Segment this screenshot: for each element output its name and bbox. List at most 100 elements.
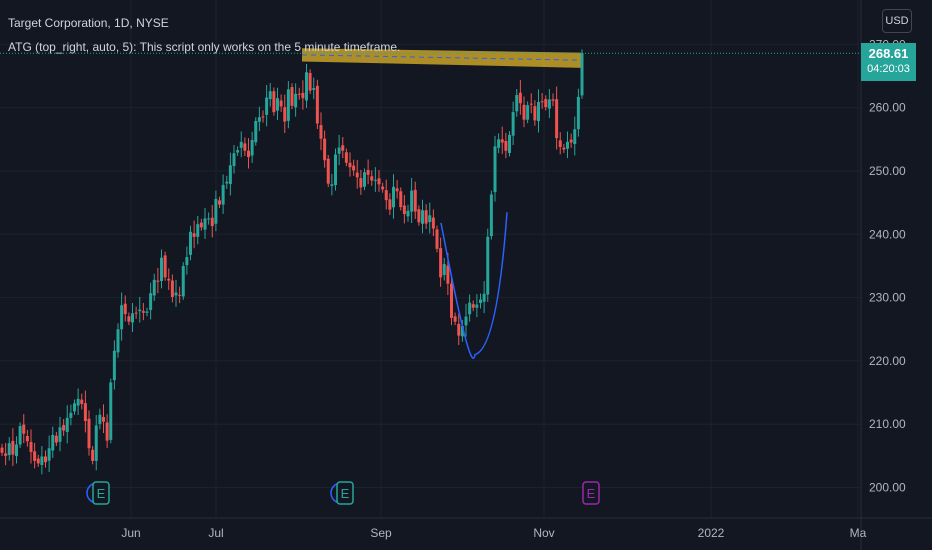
candle-body (384, 190, 388, 201)
candle-body (413, 189, 417, 212)
candle-body (214, 198, 218, 224)
price-tick-label: 230.00 (869, 291, 906, 305)
candle-body (475, 304, 479, 308)
candle-body (576, 96, 580, 130)
candle (98, 408, 102, 430)
candle (286, 81, 290, 129)
candle-body (279, 100, 283, 107)
candle-body (290, 87, 294, 106)
earnings-marker[interactable]: E (86, 481, 110, 505)
candle-body (65, 417, 69, 433)
time-tick-label: Ma (850, 526, 867, 540)
candle-body (51, 434, 55, 451)
candle (210, 205, 214, 238)
earnings-marker-label: E (97, 486, 106, 501)
candle-body (185, 257, 189, 266)
candle-body (286, 89, 290, 121)
candle (402, 195, 406, 224)
time-axis[interactable]: Jun Jul Sep Nov 2022 Ma (0, 517, 932, 540)
indicator-note[interactable]: ATG (top_right, auto, 5): This script on… (8, 40, 401, 54)
symbol-title[interactable]: Target Corporation, 1D, NYSE (8, 16, 169, 30)
candle (479, 293, 482, 309)
candle (83, 390, 87, 433)
candle (47, 435, 51, 473)
candle (533, 100, 537, 126)
candle (301, 80, 305, 110)
candle (529, 93, 533, 114)
candle-body (254, 120, 258, 143)
candle (381, 182, 385, 193)
earnings-marker[interactable]: E (330, 481, 354, 505)
candle-body (334, 154, 337, 186)
candle-body (232, 153, 236, 167)
candle (395, 180, 399, 199)
candle (576, 88, 580, 137)
earnings-marker[interactable]: E (582, 481, 600, 505)
candle (388, 193, 392, 216)
candle (421, 199, 424, 234)
candle-body (442, 264, 446, 276)
candle (141, 302, 145, 321)
candle-body (123, 303, 127, 315)
candle-body (210, 217, 214, 227)
candle-body (457, 323, 461, 336)
candle (468, 294, 472, 322)
candle (91, 445, 95, 465)
candle-body (47, 448, 51, 461)
candle-body (170, 280, 174, 297)
candle-body (511, 112, 515, 136)
candle-body (471, 304, 475, 308)
candle-body (301, 92, 305, 99)
candle (305, 64, 308, 108)
candle-body (174, 292, 178, 296)
candle-body (533, 106, 537, 121)
time-tick-label: Sep (370, 526, 392, 540)
candle-body (189, 231, 192, 255)
candle (500, 126, 504, 154)
candle (127, 312, 131, 326)
candle-body (464, 316, 468, 326)
candle (475, 294, 479, 318)
candle-body (69, 412, 73, 418)
candle-body (468, 302, 472, 315)
candle-body (500, 139, 504, 143)
candle (40, 446, 44, 475)
candle-body (236, 150, 240, 153)
candlestick-series[interactable] (0, 49, 584, 475)
currency-button[interactable]: USD (882, 9, 912, 33)
candle (464, 303, 468, 337)
candle-body (373, 179, 377, 181)
candle (0, 443, 4, 457)
candle (134, 306, 138, 319)
candle (410, 177, 414, 224)
candle (58, 416, 62, 452)
candle-body (163, 255, 167, 278)
candle-body (308, 73, 312, 91)
candle-body (381, 186, 385, 190)
candle-body (178, 294, 182, 296)
candle (290, 83, 294, 110)
cup-curve (440, 212, 508, 360)
candle-body (421, 210, 424, 224)
candle-body (569, 139, 573, 143)
candle (160, 249, 163, 289)
candle-body (7, 443, 11, 456)
candle (508, 131, 511, 157)
candle (384, 179, 388, 210)
candle (29, 429, 33, 464)
candle-body (363, 172, 366, 187)
price-axis[interactable]: 200.00 210.00 220.00 230.00 240.00 250.00 260.… (860, 0, 906, 550)
candle-body (489, 194, 493, 237)
candle-body (555, 99, 559, 139)
candle-body (558, 140, 562, 147)
candle (272, 87, 276, 116)
candle (406, 204, 410, 222)
candle-body (207, 218, 211, 220)
earnings-marker-box (92, 481, 110, 505)
candle-body (417, 209, 421, 223)
price-tick-label: 220.00 (869, 354, 906, 368)
candle (250, 131, 254, 163)
candle (239, 131, 243, 158)
